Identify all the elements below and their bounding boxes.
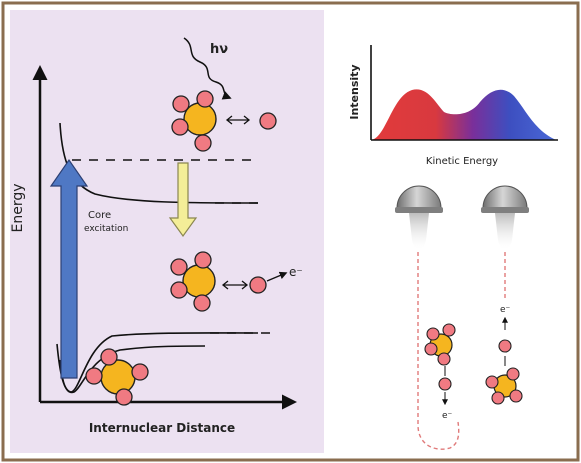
electron-label-right: e⁻ <box>500 305 511 315</box>
molecule-emitting-up <box>485 316 523 405</box>
spectrum-plot: Intensity Kinetic Energy <box>348 45 558 167</box>
ligand-atom <box>194 134 212 152</box>
detector-dome <box>482 185 528 209</box>
ground-molecule <box>85 348 149 406</box>
ligand-atom <box>506 367 520 381</box>
ligand-atom <box>485 375 499 389</box>
dissociating-atom <box>259 112 277 130</box>
energy-axis-label: Energy <box>10 183 26 232</box>
ligand-atom <box>115 388 133 406</box>
ligand-atom <box>509 389 523 403</box>
electron-label: e⁻ <box>289 265 303 279</box>
detector-right <box>481 185 529 249</box>
detector-rim <box>395 207 443 213</box>
photon-wave-arrow <box>183 37 232 100</box>
core-excited-potential-curve <box>59 122 259 204</box>
core-atom <box>182 264 216 298</box>
photon-label: hν <box>210 42 228 57</box>
ligand-atom <box>194 251 212 269</box>
ligand-atom <box>170 281 188 299</box>
ligand-atom <box>442 323 456 337</box>
ligand-atom <box>172 95 190 113</box>
electron-emission-arrow <box>266 271 288 282</box>
ligand-atom <box>85 367 103 385</box>
left-panel-background <box>10 10 324 453</box>
core-excitation-label-line2: excitation <box>84 224 128 234</box>
potential-energy-diagram: Energy Internuclear Distance hν Core exc… <box>10 37 303 435</box>
core-atom <box>183 102 217 136</box>
ligand-atom <box>426 327 440 341</box>
ligand-atom <box>437 352 451 366</box>
fragmenting-molecule <box>170 251 288 312</box>
excited-molecule <box>171 90 277 152</box>
detector-funnel <box>409 213 429 249</box>
ligand-atom <box>171 118 189 136</box>
decay-arrow <box>168 162 198 238</box>
ligand-atom <box>131 363 149 381</box>
intensity-axis-label: Intensity <box>348 64 361 119</box>
trajectory-left <box>417 252 460 450</box>
double-arrow-heads <box>225 115 251 125</box>
kinetic-energy-label: Kinetic Energy <box>426 156 498 167</box>
distance-axis-label: Internuclear Distance <box>89 421 235 435</box>
dissociating-atom <box>438 377 452 391</box>
dissociating-atom <box>498 339 512 353</box>
dissociating-atom <box>249 276 267 294</box>
double-arrow-heads <box>221 280 249 290</box>
electron-label-left: e⁻ <box>442 411 453 421</box>
ligand-atom <box>196 90 214 108</box>
ligand-atom <box>193 294 211 312</box>
core-excitation-label-line1: Core <box>88 210 111 221</box>
detector-dome <box>396 185 442 209</box>
lower-state-curve <box>59 345 206 394</box>
ligand-atom <box>491 391 505 405</box>
molecule-emitting-down <box>424 323 456 406</box>
detector-funnel <box>495 213 515 249</box>
detector-rim <box>481 207 529 213</box>
ligand-atom <box>170 258 188 276</box>
detector-left <box>395 185 443 249</box>
spectrum-curve <box>371 89 556 140</box>
core-excitation-arrow <box>49 158 89 379</box>
ligand-atom <box>424 342 438 356</box>
ligand-atom <box>100 348 118 366</box>
